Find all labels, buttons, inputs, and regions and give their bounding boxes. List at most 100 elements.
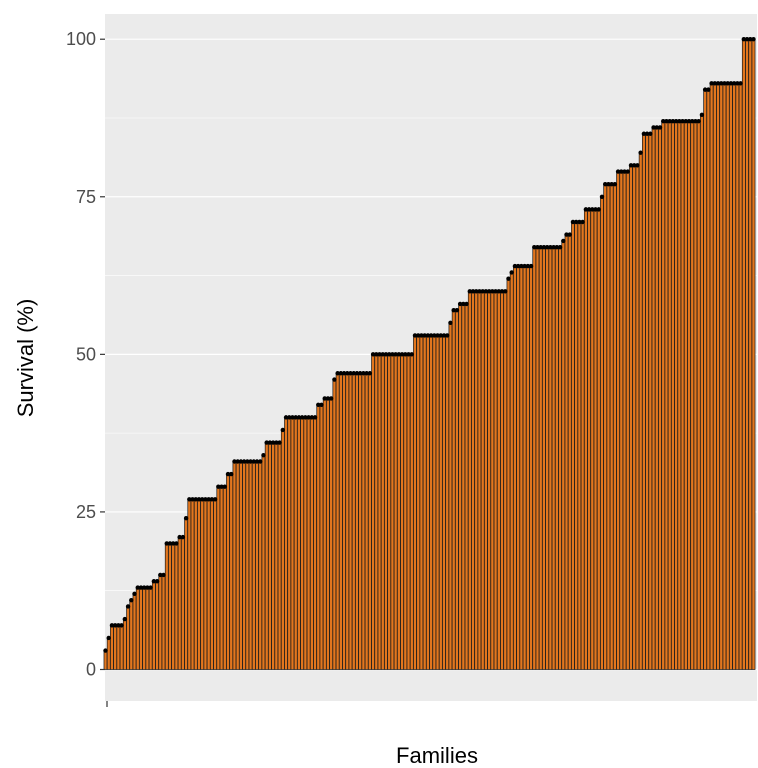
data-point: [183, 516, 189, 521]
data-point: [661, 118, 666, 124]
bar: [751, 38, 756, 670]
bar: [316, 404, 321, 670]
bar: [168, 543, 172, 670]
bar: [648, 133, 653, 670]
data-point: [648, 131, 653, 136]
data-point: [325, 396, 331, 401]
bar: [358, 372, 363, 670]
bar: [687, 120, 691, 670]
data-point: [428, 333, 434, 338]
bar: [671, 120, 675, 670]
data-point: [441, 333, 447, 338]
bar: [745, 38, 749, 670]
data-point: [364, 371, 369, 376]
bar: [297, 417, 301, 670]
bar: [261, 454, 266, 670]
data-point: [715, 81, 721, 86]
data-point: [477, 289, 482, 294]
data-point: [451, 308, 456, 313]
bar: [393, 353, 398, 670]
bar: [226, 473, 230, 670]
data-point: [722, 81, 727, 86]
bar: [506, 278, 511, 670]
bar: [251, 461, 256, 670]
bar: [290, 417, 295, 670]
bar: [651, 127, 656, 670]
bar: [471, 290, 475, 670]
data-point: [290, 415, 295, 420]
data-point: [261, 452, 266, 458]
bar: [664, 120, 669, 670]
data-point: [345, 371, 350, 376]
data-point: [316, 402, 321, 407]
bar: [135, 587, 140, 670]
bar: [545, 246, 550, 670]
data-point: [683, 118, 688, 124]
bar: [422, 335, 427, 670]
data-point: [519, 263, 524, 269]
data-point: [229, 471, 234, 477]
bar: [503, 290, 508, 670]
bar: [335, 372, 340, 670]
data-point: [245, 459, 250, 464]
data-point: [564, 232, 569, 237]
bar: [442, 335, 446, 670]
data-point: [119, 623, 124, 628]
bar: [193, 498, 198, 670]
data-point: [632, 163, 637, 168]
bar: [561, 240, 566, 670]
bar: [554, 246, 559, 670]
bar: [532, 246, 537, 670]
bar: [119, 625, 124, 670]
data-point: [644, 131, 650, 136]
bar: [126, 606, 130, 670]
bar: [590, 209, 595, 670]
data-point: [548, 245, 553, 250]
bar: [674, 120, 679, 670]
data-point: [193, 497, 198, 502]
data-point: [590, 207, 595, 212]
data-point: [209, 497, 215, 502]
data-point: [673, 118, 679, 124]
y-axis: 0 25 50 75 100: [66, 29, 105, 679]
bar: [564, 234, 569, 670]
data-point: [377, 352, 382, 357]
data-point: [554, 245, 560, 250]
bar: [609, 183, 614, 670]
data-point: [409, 352, 414, 357]
data-point: [419, 333, 424, 338]
bar: [409, 353, 414, 670]
data-point: [103, 648, 108, 653]
data-point: [416, 333, 421, 338]
bar: [732, 82, 737, 670]
bar: [638, 152, 643, 670]
bar: [268, 442, 272, 670]
data-point: [457, 301, 463, 307]
y-tick-label: 75: [76, 187, 96, 207]
data-point: [680, 118, 685, 124]
bar: [429, 335, 433, 670]
data-point: [309, 415, 315, 420]
bar: [403, 353, 408, 670]
data-point: [267, 440, 273, 445]
data-point: [609, 181, 614, 187]
bar: [725, 82, 730, 670]
bar: [525, 265, 530, 670]
data-point: [731, 81, 737, 86]
bar: [574, 221, 579, 670]
data-point: [599, 194, 605, 199]
data-point: [515, 263, 521, 269]
bar: [106, 637, 111, 670]
bar: [625, 171, 630, 670]
bar: [374, 353, 379, 670]
data-point: [109, 623, 115, 628]
bar: [367, 372, 372, 670]
bar: [345, 372, 350, 670]
bar: [258, 461, 263, 670]
data-point: [129, 597, 134, 603]
bar: [419, 335, 424, 670]
y-tick-label: 25: [76, 502, 96, 522]
data-point: [606, 181, 611, 187]
bar: [580, 221, 585, 670]
data-point: [232, 459, 237, 464]
